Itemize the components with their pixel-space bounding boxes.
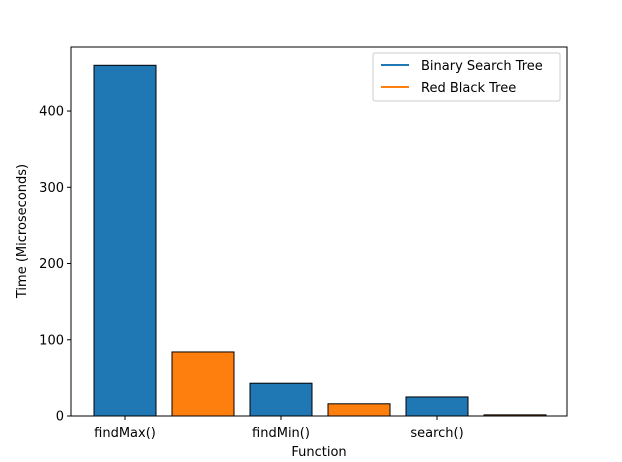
y-axis-label: Time (Microseconds): [15, 164, 30, 299]
bars-group: [93, 64, 547, 417]
y-tick-label: 400: [39, 105, 64, 120]
y-tick-label: 200: [39, 257, 64, 272]
x-tick-label: search(): [410, 426, 463, 441]
legend-label: Red Black Tree: [421, 81, 516, 96]
bar-5: [405, 396, 469, 417]
x-axis-label: Function: [291, 445, 346, 460]
legend-box: [372, 52, 561, 102]
y-tick-label: 0: [56, 410, 64, 425]
y-tick-label: 100: [39, 333, 64, 348]
x-tick-label: findMin(): [252, 426, 310, 441]
x-tick-label: findMax(): [94, 426, 156, 441]
y-axis: 0 100 200 300 400: [39, 105, 71, 425]
bar-1: [93, 64, 157, 417]
legend: Binary Search Tree Red Black Tree: [372, 52, 561, 102]
y-tick-label: 300: [39, 181, 64, 196]
bar-3: [249, 382, 313, 417]
x-axis: findMax() findMin() search(): [94, 416, 464, 441]
bar-4: [327, 403, 391, 417]
legend-label: Binary Search Tree: [421, 59, 543, 74]
plot-frame: [70, 46, 568, 417]
bar-2: [171, 351, 235, 417]
